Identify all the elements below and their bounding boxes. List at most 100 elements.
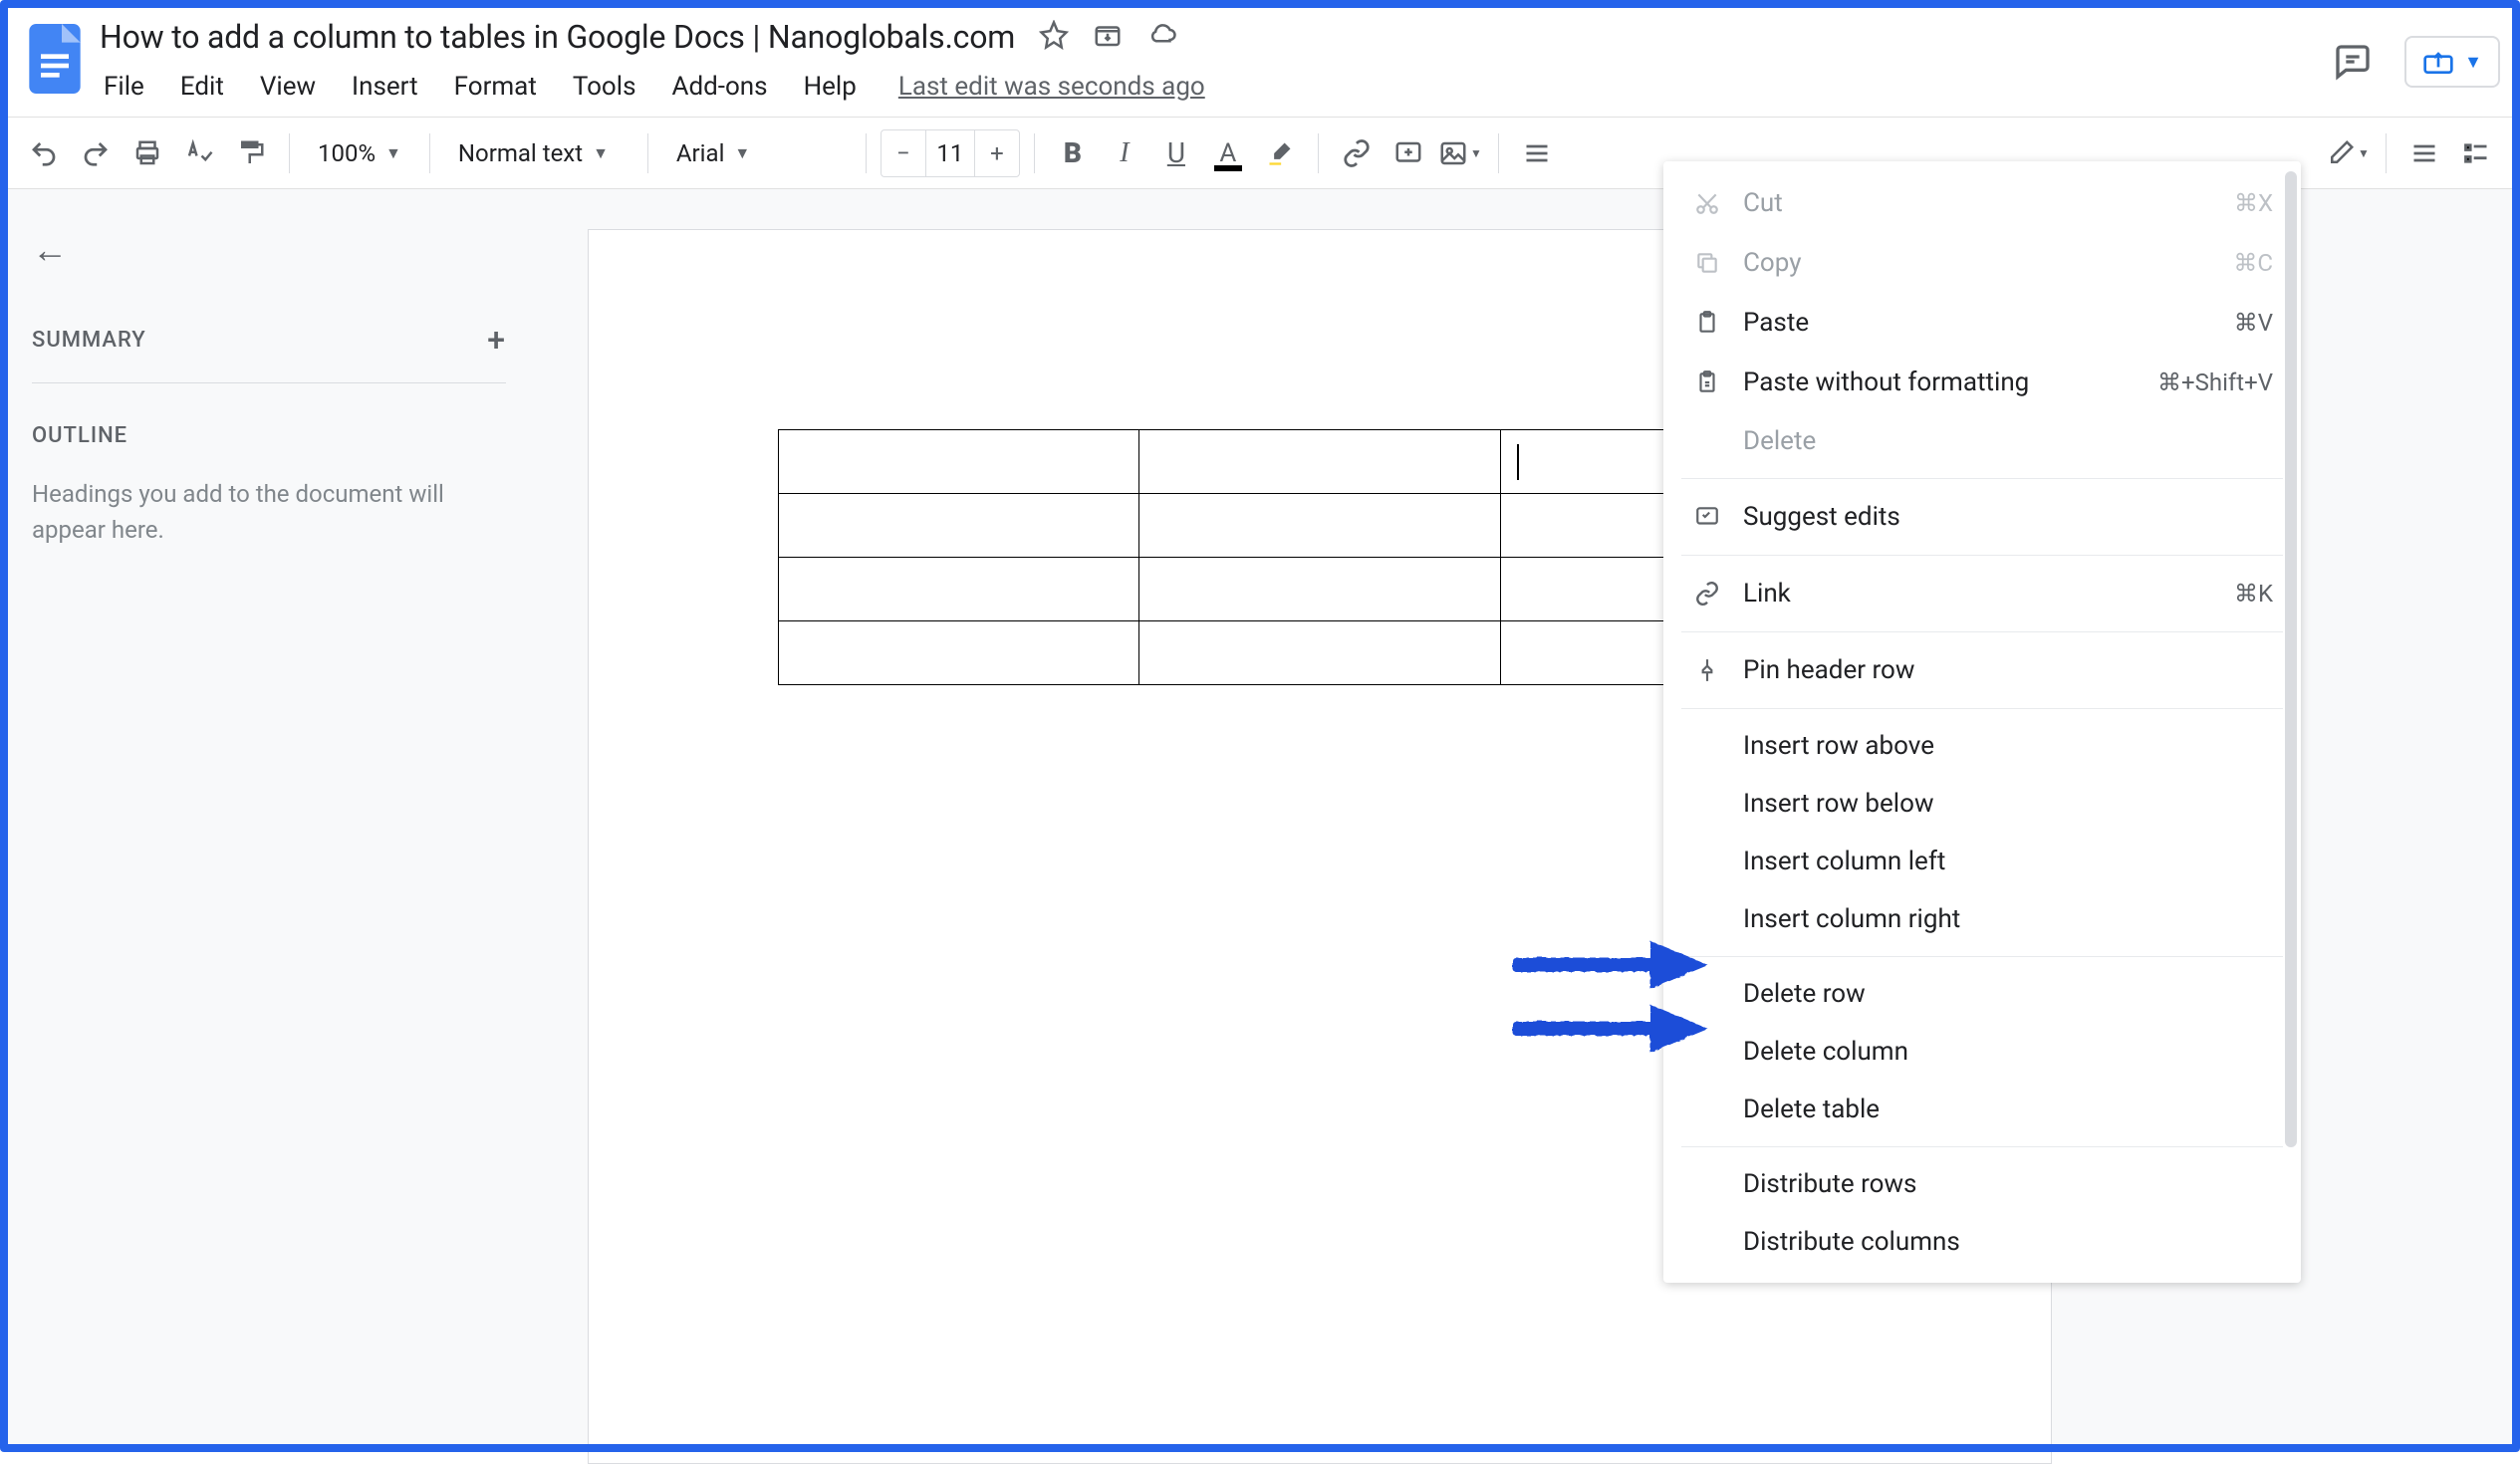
- comments-button[interactable]: [2325, 34, 2381, 90]
- ctx-item-label: Copy: [1743, 248, 2213, 278]
- ctx-insert-column-right[interactable]: Insert column right: [1663, 890, 2301, 948]
- ctx-insert-row-above[interactable]: Insert row above: [1663, 717, 2301, 775]
- table-cell[interactable]: [779, 558, 1139, 621]
- underline-button[interactable]: U: [1152, 129, 1200, 177]
- ctx-item-label: Paste: [1743, 308, 2214, 338]
- context-menu-separator: [1681, 478, 2283, 479]
- ctx-distribute-columns[interactable]: Distribute columns: [1663, 1213, 2301, 1271]
- ctx-delete-column[interactable]: Delete column: [1663, 1023, 2301, 1081]
- table-cell[interactable]: [1139, 558, 1500, 621]
- toolbar-separator: [429, 133, 430, 173]
- ctx-delete-table[interactable]: Delete table: [1663, 1081, 2301, 1138]
- menu-format[interactable]: Format: [450, 70, 541, 104]
- ctx-distribute-rows[interactable]: Distribute rows: [1663, 1155, 2301, 1213]
- ctx-copy: Copy ⌘C: [1663, 233, 2301, 293]
- ctx-item-label: Insert row below: [1743, 789, 2273, 819]
- print-button[interactable]: [124, 129, 171, 177]
- redo-button[interactable]: [72, 129, 120, 177]
- paste-icon: [1691, 307, 1723, 339]
- ctx-item-label: Paste without formatting: [1743, 367, 2138, 397]
- add-comment-button[interactable]: [1385, 129, 1432, 177]
- menu-bar: File Edit View Insert Format Tools Add-o…: [100, 70, 2325, 104]
- increase-font-button[interactable]: +: [975, 129, 1019, 177]
- toolbar-separator: [1034, 133, 1035, 173]
- context-menu-scrollbar[interactable]: [2285, 171, 2297, 1147]
- menu-insert[interactable]: Insert: [348, 70, 422, 104]
- move-icon[interactable]: [1093, 20, 1123, 54]
- ctx-link[interactable]: Link ⌘K: [1663, 564, 2301, 623]
- menu-tools[interactable]: Tools: [569, 70, 640, 104]
- view-options-button[interactable]: [2452, 129, 2500, 177]
- table-cell[interactable]: [779, 494, 1139, 558]
- menu-addons[interactable]: Add-ons: [668, 70, 772, 104]
- insert-image-button[interactable]: ▼: [1436, 129, 1484, 177]
- collapse-outline-button[interactable]: ←: [32, 229, 506, 271]
- toolbar-separator: [289, 133, 290, 173]
- ctx-item-label: Pin header row: [1743, 655, 2273, 685]
- zoom-select[interactable]: 100% ▼: [304, 129, 415, 177]
- ctx-insert-row-below[interactable]: Insert row below: [1663, 775, 2301, 833]
- paste-plain-icon: [1691, 366, 1723, 398]
- menu-edit[interactable]: Edit: [176, 70, 228, 104]
- toolbar-separator: [1498, 133, 1499, 173]
- hide-menus-button[interactable]: [2400, 129, 2448, 177]
- context-menu-separator: [1681, 956, 2283, 957]
- summary-label: SUMMARY: [32, 328, 146, 353]
- docs-logo-icon[interactable]: [20, 14, 90, 104]
- table-cell[interactable]: [1139, 494, 1500, 558]
- undo-button[interactable]: [20, 129, 68, 177]
- italic-button[interactable]: I: [1101, 129, 1148, 177]
- paint-format-button[interactable]: [227, 129, 275, 177]
- insert-link-button[interactable]: [1333, 129, 1381, 177]
- chevron-down-icon: ▼: [2464, 52, 2482, 73]
- menu-file[interactable]: File: [100, 70, 148, 104]
- table-cell[interactable]: [1139, 430, 1500, 494]
- font-size-value[interactable]: 11: [925, 130, 975, 176]
- ctx-pin-header-row[interactable]: Pin header row: [1663, 640, 2301, 700]
- highlight-button[interactable]: [1256, 129, 1304, 177]
- pin-icon: [1691, 654, 1723, 686]
- menu-help[interactable]: Help: [800, 70, 861, 104]
- chevron-down-icon: ▼: [385, 143, 401, 163]
- ctx-item-label: Insert column left: [1743, 847, 2273, 876]
- ctx-item-label: Link: [1743, 579, 2214, 609]
- menu-view[interactable]: View: [256, 70, 320, 104]
- table-cell[interactable]: [779, 621, 1139, 685]
- ctx-paste[interactable]: Paste⌘V: [1663, 293, 2301, 353]
- align-button[interactable]: [1513, 129, 1561, 177]
- document-title[interactable]: How to add a column to tables in Google …: [100, 18, 1015, 56]
- star-icon[interactable]: [1039, 20, 1069, 54]
- spellcheck-button[interactable]: [175, 129, 223, 177]
- ctx-item-label: Distribute rows: [1743, 1169, 2273, 1199]
- outline-label: OUTLINE: [32, 423, 506, 448]
- share-button[interactable]: ▼: [2404, 36, 2500, 88]
- toolbar-separator: [2386, 133, 2387, 173]
- ctx-paste-without-formatting[interactable]: Paste without formatting⌘+Shift+V: [1663, 353, 2301, 412]
- ctx-item-label: Delete row: [1743, 979, 2273, 1009]
- editing-mode-button[interactable]: ▼: [2324, 129, 2372, 177]
- chevron-down-icon: ▼: [593, 143, 609, 163]
- table-cell[interactable]: [1139, 621, 1500, 685]
- header-bar: How to add a column to tables in Google …: [0, 0, 2520, 118]
- ctx-suggest-edits[interactable]: Suggest edits: [1663, 487, 2301, 547]
- ctx-delete: Delete: [1663, 412, 2301, 470]
- text-color-button[interactable]: A: [1204, 129, 1252, 177]
- ctx-shortcut: ⌘C: [2233, 249, 2273, 277]
- ctx-item-label: Insert row above: [1743, 731, 2273, 761]
- ctx-shortcut: ⌘K: [2234, 580, 2273, 608]
- text-cursor: [1517, 444, 1519, 480]
- decrease-font-button[interactable]: −: [882, 129, 925, 177]
- chevron-down-icon: ▼: [734, 143, 750, 163]
- toolbar-separator: [647, 133, 648, 173]
- font-select[interactable]: Arial ▼: [662, 129, 852, 177]
- bold-button[interactable]: B: [1049, 129, 1097, 177]
- cloud-status-icon[interactable]: [1146, 20, 1178, 54]
- last-edit-link[interactable]: Last edit was seconds ago: [898, 72, 1205, 102]
- context-menu-separator: [1681, 631, 2283, 632]
- ctx-delete-row[interactable]: Delete row: [1663, 965, 2301, 1023]
- ctx-insert-column-left[interactable]: Insert column left: [1663, 833, 2301, 890]
- paragraph-style-select[interactable]: Normal text ▼: [444, 129, 633, 177]
- add-summary-button[interactable]: +: [487, 321, 506, 359]
- table-cell[interactable]: [779, 430, 1139, 494]
- font-value: Arial: [676, 139, 725, 167]
